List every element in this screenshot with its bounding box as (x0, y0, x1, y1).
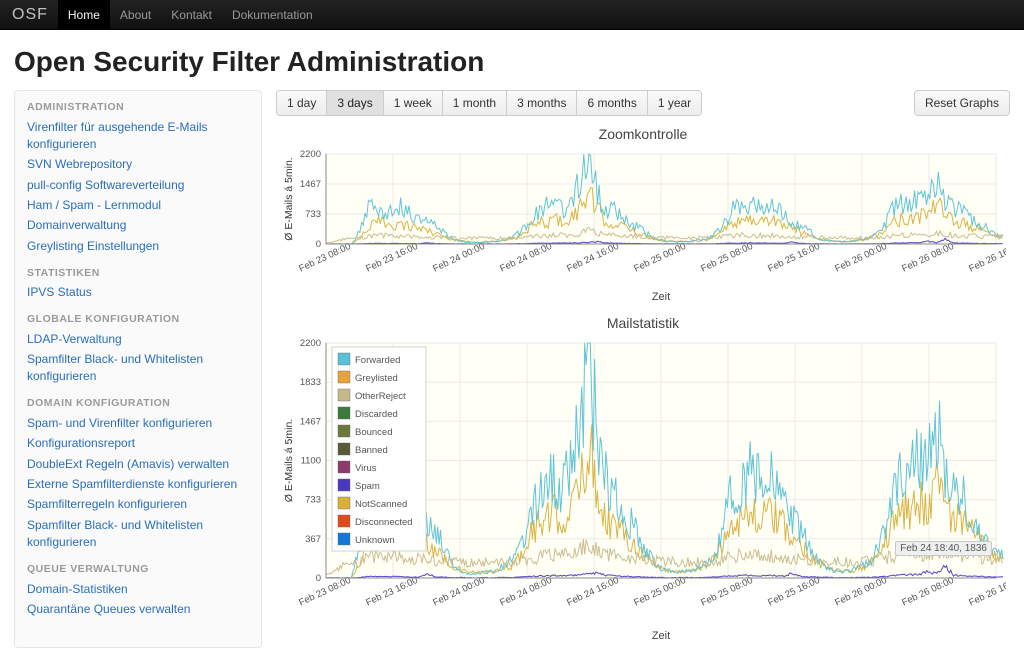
svg-text:733: 733 (305, 495, 321, 506)
svg-text:Feb 24 16:00: Feb 24 16:00 (565, 575, 620, 609)
svg-text:Bounced: Bounced (355, 427, 393, 438)
sidebar-link[interactable]: Ham / Spam - Lernmodul (27, 196, 249, 216)
chart-zoomkontrolle[interactable]: 0 733 1467 2200 Feb 23 08:00 Feb 23 16:00 Feb … (276, 144, 1006, 304)
svg-text:Feb 25 16:00: Feb 25 16:00 (766, 575, 821, 609)
nav-item-dokumentation[interactable]: Dokumentation (222, 0, 323, 30)
nav-items: HomeAboutKontaktDokumentation (58, 0, 323, 30)
svg-text:Feb 24 00:00: Feb 24 00:00 (431, 241, 486, 275)
sidebar-link[interactable]: Spam- und Virenfilter konfigurieren (27, 413, 249, 433)
nav-item-kontakt[interactable]: Kontakt (161, 0, 222, 30)
range-button[interactable]: 3 days (327, 91, 383, 115)
sidebar-link[interactable]: Domainverwaltung (27, 216, 249, 236)
svg-text:1467: 1467 (300, 179, 321, 190)
svg-text:2200: 2200 (300, 338, 321, 349)
range-button[interactable]: 1 week (384, 91, 443, 115)
range-button[interactable]: 1 month (443, 91, 507, 115)
svg-text:Feb 25 16:00: Feb 25 16:00 (766, 241, 821, 275)
svg-text:Discarded: Discarded (355, 409, 398, 420)
svg-text:Feb 26 08:00: Feb 26 08:00 (900, 575, 955, 609)
svg-text:Unknown: Unknown (355, 535, 395, 546)
svg-text:2200: 2200 (300, 149, 321, 160)
sidebar-link[interactable]: Spamfilterregeln konfigurieren (27, 495, 249, 515)
svg-text:Feb 24 16:00: Feb 24 16:00 (565, 241, 620, 275)
svg-text:Ø E-Mails á 5min.: Ø E-Mails á 5min. (283, 157, 295, 240)
svg-text:Feb 26 16:00: Feb 26 16:00 (967, 241, 1006, 275)
svg-text:Virus: Virus (355, 463, 377, 474)
chart-mailstatistik[interactable]: 0 367 733 1100 1467 1833 2200 Feb 23 08:00 Feb 2… (276, 333, 1006, 643)
svg-text:NotScanned: NotScanned (355, 499, 407, 510)
svg-text:Banned: Banned (355, 445, 388, 456)
sidebar-heading: ADMINISTRATION (27, 101, 249, 113)
svg-text:Feb 26 00:00: Feb 26 00:00 (833, 575, 888, 609)
sidebar: ADMINISTRATION Virenfilter für ausgehende… (14, 90, 262, 648)
svg-text:Feb 23 16:00: Feb 23 16:00 (364, 575, 419, 609)
svg-text:1100: 1100 (301, 456, 321, 467)
chart2-tooltip: Feb 24 18:40, 1836 (895, 541, 992, 556)
sidebar-link[interactable]: SVN Webrepository (27, 155, 249, 175)
sidebar-link[interactable]: Spamfilter Black- und Whitelisten konfig… (27, 350, 249, 388)
page-title: Open Security Filter Administration (14, 46, 1010, 78)
main: 1 day3 days1 week1 month3 months6 months… (276, 90, 1010, 648)
svg-text:367: 367 (305, 534, 321, 545)
range-button[interactable]: 1 day (277, 91, 327, 115)
svg-text:Feb 26 00:00: Feb 26 00:00 (833, 241, 888, 275)
svg-text:Greylisted: Greylisted (355, 373, 398, 384)
svg-text:Feb 25 00:00: Feb 25 00:00 (632, 575, 687, 609)
reset-group: Reset Graphs (914, 90, 1010, 116)
svg-text:Spam: Spam (355, 481, 380, 492)
range-button[interactable]: 1 year (648, 91, 701, 115)
sidebar-heading: DOMAIN KONFIGURATION (27, 397, 249, 409)
svg-text:Feb 24 08:00: Feb 24 08:00 (498, 241, 553, 275)
sidebar-heading: STATISTIKEN (27, 267, 249, 279)
sidebar-link[interactable]: Spamfilter Black- und Whitelisten konfig… (27, 515, 249, 553)
svg-text:OtherReject: OtherReject (355, 391, 406, 402)
sidebar-link[interactable]: Externe Spamfilterdienste konfigurieren (27, 474, 249, 494)
svg-text:Feb 26 16:00: Feb 26 16:00 (967, 575, 1006, 609)
svg-text:733: 733 (305, 209, 321, 220)
svg-text:Disconnected: Disconnected (355, 517, 413, 528)
svg-text:Ø E-Mails á 5min.: Ø E-Mails á 5min. (283, 419, 295, 502)
svg-text:Feb 23 08:00: Feb 23 08:00 (297, 575, 352, 609)
svg-text:Feb 24 00:00: Feb 24 00:00 (431, 575, 486, 609)
svg-text:Forwarded: Forwarded (355, 355, 400, 366)
chart1-title: Zoomkontrolle (276, 126, 1010, 142)
brand[interactable]: OSF (12, 6, 48, 24)
svg-text:1833: 1833 (300, 377, 321, 388)
time-range-group: 1 day3 days1 week1 month3 months6 months… (276, 90, 702, 116)
chart2-title: Mailstatistik (276, 315, 1010, 331)
range-button[interactable]: 3 months (507, 91, 577, 115)
nav-item-home[interactable]: Home (58, 0, 110, 30)
svg-text:1467: 1467 (300, 416, 321, 427)
svg-text:Feb 23 16:00: Feb 23 16:00 (364, 241, 419, 275)
svg-text:Feb 24 08:00: Feb 24 08:00 (498, 575, 553, 609)
svg-text:0: 0 (316, 239, 321, 250)
svg-text:Feb 23 08:00: Feb 23 08:00 (297, 241, 352, 275)
sidebar-link[interactable]: Greylisting Einstellungen (27, 236, 249, 256)
svg-text:Zeit: Zeit (652, 630, 670, 642)
svg-text:Feb 25 08:00: Feb 25 08:00 (699, 575, 754, 609)
sidebar-link[interactable]: IPVS Status (27, 283, 249, 303)
reset-button[interactable]: Reset Graphs (915, 91, 1009, 115)
svg-text:Feb 25 08:00: Feb 25 08:00 (699, 241, 754, 275)
sidebar-link[interactable]: Konfigurationsreport (27, 434, 249, 454)
svg-text:Zeit: Zeit (652, 291, 670, 303)
svg-text:0: 0 (316, 573, 321, 584)
sidebar-heading: GLOBALE KONFIGURATION (27, 313, 249, 325)
sidebar-link[interactable]: DoubleExt Regeln (Amavis) verwalten (27, 454, 249, 474)
range-button[interactable]: 6 months (577, 91, 647, 115)
nav-item-about[interactable]: About (110, 0, 161, 30)
svg-text:Feb 25 00:00: Feb 25 00:00 (632, 241, 687, 275)
svg-text:Feb 26 08:00: Feb 26 08:00 (900, 241, 955, 275)
sidebar-link[interactable]: Domain-Statistiken (27, 579, 249, 599)
sidebar-link[interactable]: pull-config Softwareverteilung (27, 175, 249, 195)
sidebar-link[interactable]: LDAP-Verwaltung (27, 329, 249, 349)
sidebar-heading: QUEUE VERWALTUNG (27, 563, 249, 575)
sidebar-link[interactable]: Virenfilter für ausgehende E-Mails konfi… (27, 117, 249, 155)
sidebar-link[interactable]: Quarantäne Queues verwalten (27, 599, 249, 619)
toolbar: 1 day3 days1 week1 month3 months6 months… (276, 90, 1010, 116)
topbar: OSF HomeAboutKontaktDokumentation (0, 0, 1024, 30)
